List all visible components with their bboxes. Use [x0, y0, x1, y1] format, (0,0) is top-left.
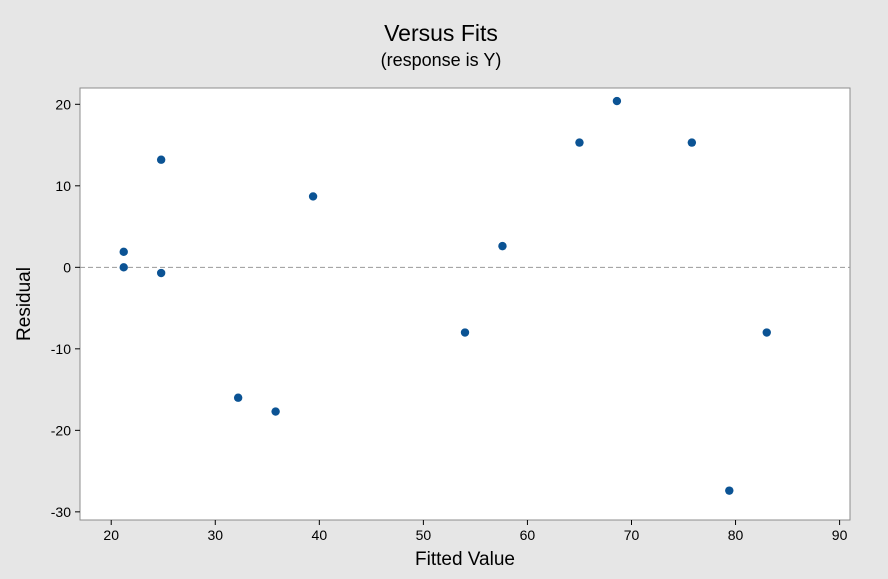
x-axis-ticks: 20 30 40 50 60 70 80 90	[103, 520, 848, 543]
y-axis-label: Residual	[14, 267, 35, 341]
data-point	[308, 192, 318, 201]
y-tick-label: -30	[51, 504, 71, 520]
x-tick-label: 30	[207, 527, 223, 543]
x-tick-label: 50	[416, 527, 432, 543]
data-point	[119, 263, 128, 272]
x-tick-label: 80	[728, 527, 744, 543]
x-tick-label: 40	[312, 527, 328, 543]
data-point	[725, 486, 734, 495]
data-point	[575, 138, 584, 147]
data-point	[762, 328, 771, 337]
plot-area	[79, 87, 851, 521]
data-point	[156, 155, 166, 164]
x-tick-label: 20	[103, 527, 119, 543]
x-tick-label: 90	[832, 527, 848, 543]
x-axis-label: Fitted Value	[415, 549, 515, 570]
chart-subtitle: (response is Y)	[381, 50, 502, 70]
data-point	[612, 96, 622, 106]
data-point	[460, 328, 470, 337]
data-point	[233, 393, 243, 402]
data-point	[119, 247, 128, 257]
data-point	[271, 407, 280, 416]
y-tick-label: 10	[55, 178, 71, 194]
chart-title: Versus Fits	[384, 20, 498, 46]
y-tick-label: 0	[63, 259, 71, 275]
y-tick-label: -20	[51, 422, 71, 438]
y-tick-label: -10	[51, 341, 71, 357]
data-points	[119, 96, 771, 495]
x-tick-label: 70	[624, 527, 640, 543]
data-point	[156, 268, 166, 278]
data-point	[687, 138, 697, 147]
data-point	[498, 241, 507, 251]
y-tick-label: 20	[55, 96, 71, 112]
y-axis-ticks: 20 10 0 -10 -20 -30	[51, 96, 80, 520]
x-tick-label: 60	[520, 527, 536, 543]
